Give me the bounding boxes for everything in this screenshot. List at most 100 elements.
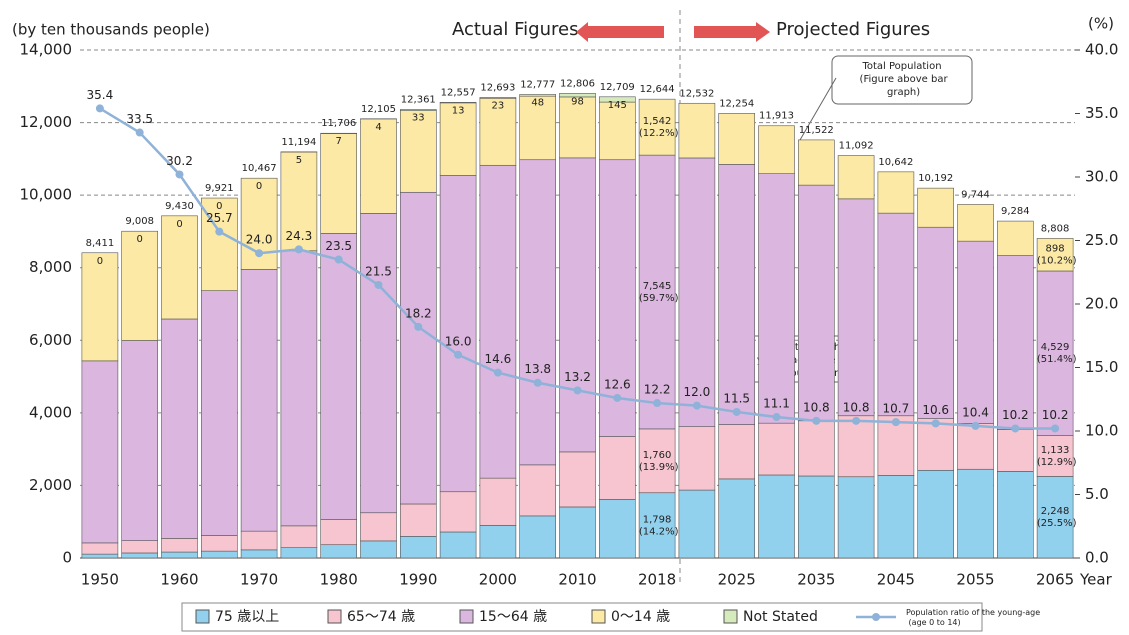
total-label: 12,806 [560,78,595,89]
bar-segment [718,478,756,559]
line-marker [493,368,502,377]
callout [799,77,837,141]
y-tick-label: 6,000 [29,331,72,349]
line-label: 12.2 [644,383,671,397]
line-marker [1051,424,1060,433]
bar-segment [598,499,636,559]
bar-segment [837,476,875,559]
bar-segment [479,477,517,526]
bar-segment [439,531,477,559]
line-marker [135,128,144,137]
x-tick-label: 2065 [1036,571,1074,589]
data-label: 1,133 (12.9%) [1034,445,1077,468]
bar-segment [718,113,756,165]
total-label: 12,709 [600,82,635,93]
arrow-right [694,26,756,38]
line-label: 35.4 [87,88,114,102]
bar-segment [957,468,994,559]
data-label: 898 (10.2%) [1034,244,1077,267]
total-label: 12,777 [520,79,555,90]
data-label: 0 [97,256,103,267]
x-tick-label: 2010 [558,571,596,589]
bar-segment [598,436,636,500]
bar-segment [598,101,636,161]
y2-tick-label: 10.0 [1085,422,1118,440]
data-label: 1,798 (14.2%) [636,514,679,537]
y2-tick-label: 15.0 [1085,358,1118,376]
legend [181,602,983,632]
bar-segment [797,420,835,477]
bar-segment [718,164,756,425]
legend-label: Population ratio of the young-age (age 0… [906,608,1040,627]
bar-segment [638,154,676,430]
bar-segment [320,233,358,520]
line-marker [255,249,264,258]
y-tick-label: 4,000 [29,403,72,421]
total-label: 9,921 [205,183,234,194]
bar-segment [877,212,915,417]
bar-segment [519,515,557,559]
bar-segment [559,157,596,453]
bar-segment [161,215,198,320]
data-label: 0 [137,234,143,245]
total-label: 12,361 [401,94,436,105]
line-label: 11.5 [723,391,750,405]
data-label: 2,248 (25.5%) [1034,506,1077,529]
total-label: 9,744 [961,189,990,200]
bar-segment [201,535,238,552]
bar-segment [837,198,875,417]
bar-segment [1036,238,1074,272]
y-axis-title: (by ten thousands people) [12,21,210,39]
total-label: 10,192 [918,173,953,184]
line-label: 18.2 [405,306,432,320]
bar-segment [479,97,517,166]
bar-segment [439,175,477,493]
bar-segment [877,171,915,214]
total-label: 11,706 [321,118,356,129]
legend-label: 65～74 歳 [347,609,415,625]
bar-segment [360,213,397,514]
line-marker [573,386,582,395]
arrow-left-head [576,22,588,42]
line-marker [414,322,423,331]
bar-segment [678,102,716,159]
bar-segment [439,491,477,533]
data-label: 0 [176,219,182,230]
data-label: 98 [571,96,584,107]
bar-segment [81,360,119,544]
legend-swatch [723,609,738,624]
line-marker [812,416,821,425]
x-tick-label: 2035 [797,571,835,589]
bar-segment [559,451,596,508]
line-label: 24.3 [286,229,313,243]
x-tick-label: 2018 [638,571,676,589]
bar-segment [638,492,676,559]
bar-segment [598,159,636,437]
bar-segment [201,550,238,559]
bar-segment [121,340,158,541]
bar-segment [320,133,358,234]
line-label: 10.2 [1002,408,1029,422]
bar-segment [121,540,158,554]
bar-segment [559,506,596,559]
legend-swatch [459,609,474,624]
annotation: Actual Figures [452,19,578,40]
line-label: 10.8 [803,400,830,414]
bar-segment [1036,476,1074,559]
bar-segment [996,429,1034,472]
line-marker [294,245,303,254]
y2-axis-title: (%) [1088,15,1114,33]
line-label: 14.6 [485,352,512,366]
line-label: 10.6 [922,403,949,417]
line-marker [533,378,542,387]
line-label: 11.1 [763,397,790,411]
data-label: 0 [256,181,262,192]
line-label: 10.7 [883,402,910,416]
x-axis-title: Year [1079,571,1113,589]
bar-segment [201,290,238,536]
total-label: 11,092 [839,141,874,152]
bar-segment [559,93,596,98]
data-label: 5 [296,155,302,166]
data-label: 7 [336,136,342,147]
bar-segment [320,544,358,559]
